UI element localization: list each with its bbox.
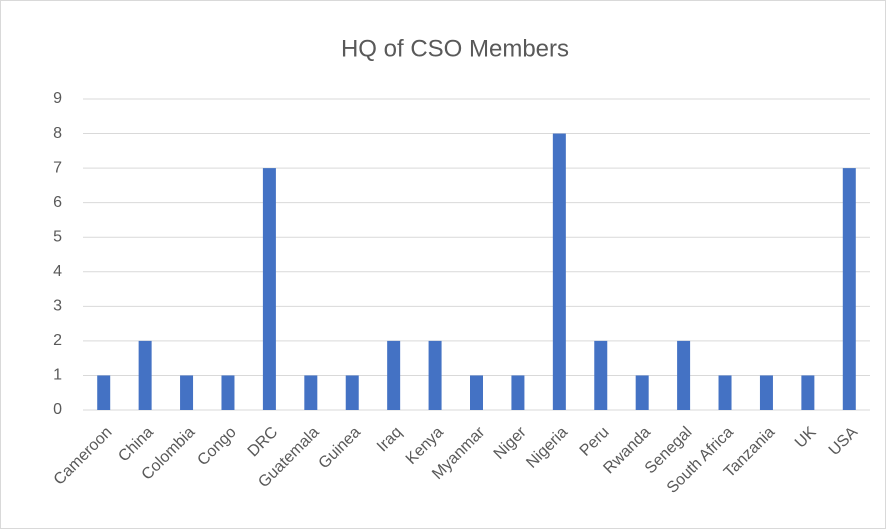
chart-title: HQ of CSO Members [341,35,569,62]
bar [842,168,856,410]
bar [262,168,276,410]
y-tick-label: 4 [53,263,62,280]
bar [304,375,318,410]
bar [511,375,525,410]
bar [221,375,235,410]
bar [718,375,732,410]
bar [428,340,442,410]
bar [635,375,649,410]
bar [759,375,773,410]
y-tick-label: 7 [53,159,62,176]
bar [387,340,401,410]
y-tick-label: 2 [53,332,62,349]
bar [594,340,608,410]
y-tick-label: 8 [53,125,62,142]
bar [470,375,483,410]
bar [97,375,111,410]
y-tick-label: 9 [53,90,62,107]
bar [801,375,815,410]
y-tick-label: 1 [53,367,62,384]
bar [677,340,691,410]
bar [552,133,566,411]
bar [180,375,194,410]
y-tick-label: 6 [53,194,62,211]
y-tick-label: 0 [53,401,62,418]
y-tick-label: 5 [53,228,62,245]
y-tick-label: 3 [53,298,62,315]
bar [138,340,152,410]
bar [345,375,359,410]
